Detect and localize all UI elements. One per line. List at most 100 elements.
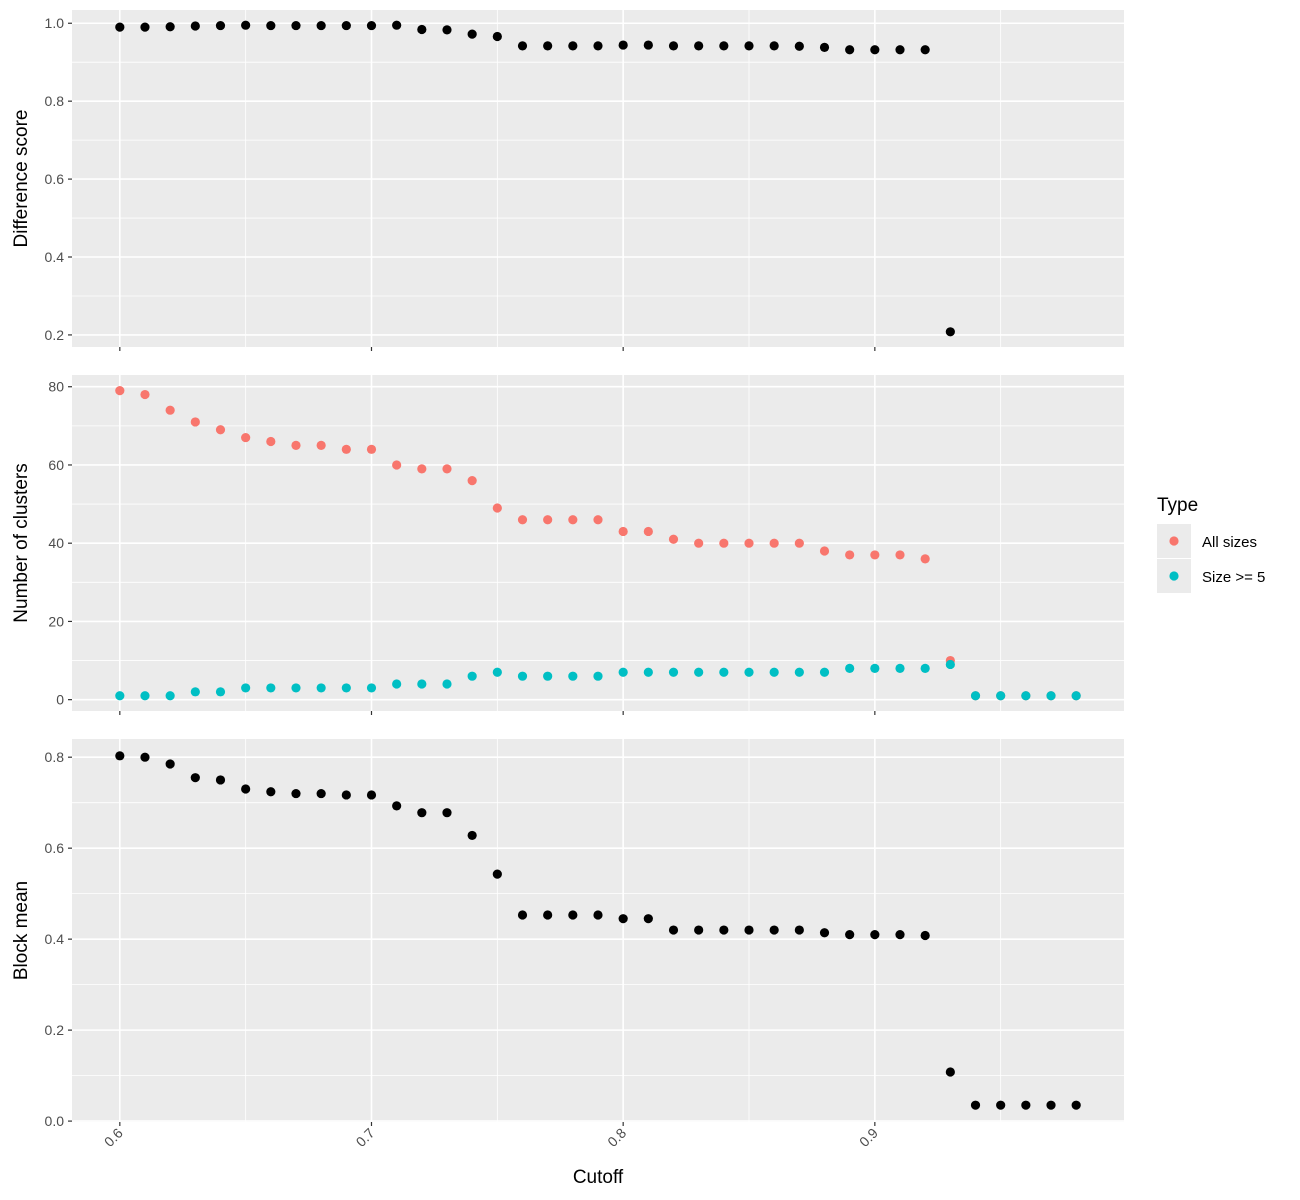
data-point xyxy=(165,691,175,701)
data-point xyxy=(543,41,553,51)
y-tick-label: 0.8 xyxy=(45,93,65,109)
legend-title: Type xyxy=(1157,495,1198,516)
data-point xyxy=(593,515,603,525)
data-point xyxy=(668,925,679,935)
x-tick-label: 0.7 xyxy=(353,1125,378,1150)
series-1 xyxy=(115,20,955,337)
data-point xyxy=(392,679,402,689)
data-point xyxy=(241,784,251,794)
data-point xyxy=(643,667,653,677)
y-tick-label: 0.8 xyxy=(45,749,65,765)
data-point xyxy=(442,25,452,35)
data-point xyxy=(744,538,754,548)
y-tick-label: 0.6 xyxy=(45,840,65,856)
data-point xyxy=(618,914,628,924)
data-point xyxy=(668,667,679,677)
data-point xyxy=(442,808,452,818)
data-point xyxy=(996,691,1006,701)
y-tick-label: 0.2 xyxy=(45,1022,65,1038)
y-tick-label: 0.6 xyxy=(45,171,65,187)
data-point xyxy=(417,464,427,474)
y-axis-title: Difference score xyxy=(11,110,32,248)
data-point xyxy=(366,444,377,454)
data-point xyxy=(719,41,729,51)
data-point xyxy=(845,550,855,560)
y-tick-label: 0.4 xyxy=(45,249,65,265)
data-point xyxy=(769,41,779,51)
legend-key-point xyxy=(1169,571,1179,581)
data-point xyxy=(543,671,553,681)
data-point xyxy=(870,45,880,55)
data-point xyxy=(291,683,301,693)
data-point xyxy=(643,526,653,537)
data-point xyxy=(870,663,880,673)
data-point xyxy=(845,929,855,940)
data-point xyxy=(492,869,502,879)
data-point xyxy=(668,41,679,51)
data-point xyxy=(568,515,578,525)
data-point xyxy=(341,20,351,31)
data-point xyxy=(316,440,326,451)
data-point xyxy=(517,515,528,525)
data-point xyxy=(870,929,880,940)
data-point xyxy=(190,687,200,697)
x-tick-label: 0.8 xyxy=(604,1125,629,1150)
data-point xyxy=(366,683,377,693)
y-tick-label: 80 xyxy=(48,379,64,395)
data-point xyxy=(744,925,754,935)
data-point xyxy=(366,20,377,31)
data-point xyxy=(694,925,704,935)
data-point xyxy=(694,538,704,548)
data-point xyxy=(996,1100,1006,1110)
data-point xyxy=(492,503,502,513)
data-point xyxy=(392,801,402,811)
data-point xyxy=(215,20,226,31)
y-tick-label: 1.0 xyxy=(45,15,65,31)
x-tick-label: 0.9 xyxy=(856,1125,881,1150)
data-point xyxy=(794,41,804,51)
data-point xyxy=(1071,691,1081,701)
data-point xyxy=(140,22,150,32)
data-point xyxy=(140,691,150,701)
data-point xyxy=(1046,1100,1056,1110)
data-point xyxy=(895,45,905,55)
data-point xyxy=(115,386,125,396)
data-point xyxy=(643,914,653,924)
data-point xyxy=(291,440,301,451)
data-point xyxy=(970,1100,981,1110)
y-tick-label: 0.4 xyxy=(45,931,65,947)
data-point xyxy=(920,554,930,564)
data-point xyxy=(543,515,553,525)
data-point xyxy=(819,928,830,938)
y-tick-label: 0 xyxy=(56,692,64,708)
data-point xyxy=(744,667,754,677)
data-point xyxy=(719,925,729,935)
data-point xyxy=(266,787,276,797)
data-point xyxy=(467,671,477,681)
data-point xyxy=(1046,691,1056,701)
data-point xyxy=(870,550,880,560)
panel-2: 0 20 40 60 80 Number of clusters xyxy=(11,375,1124,715)
legend-key-point xyxy=(1169,536,1179,546)
data-point xyxy=(115,691,125,701)
data-point xyxy=(819,667,830,677)
data-point xyxy=(266,20,276,31)
series-1 xyxy=(115,751,1081,1110)
data-point xyxy=(668,534,679,544)
data-point xyxy=(769,538,779,548)
data-point xyxy=(115,22,125,32)
data-point xyxy=(945,327,955,337)
data-point xyxy=(845,663,855,673)
legend-label: Size >= 5 xyxy=(1202,569,1265,586)
data-point xyxy=(819,546,830,556)
data-point xyxy=(492,667,502,677)
data-point xyxy=(266,436,276,447)
data-point xyxy=(568,671,578,681)
data-point xyxy=(316,683,326,693)
legend: Type All sizes Size >= 5 xyxy=(1157,495,1265,593)
data-point xyxy=(945,659,955,670)
data-point xyxy=(643,40,653,50)
data-point xyxy=(442,679,452,689)
data-point xyxy=(467,830,477,841)
data-point xyxy=(417,679,427,689)
